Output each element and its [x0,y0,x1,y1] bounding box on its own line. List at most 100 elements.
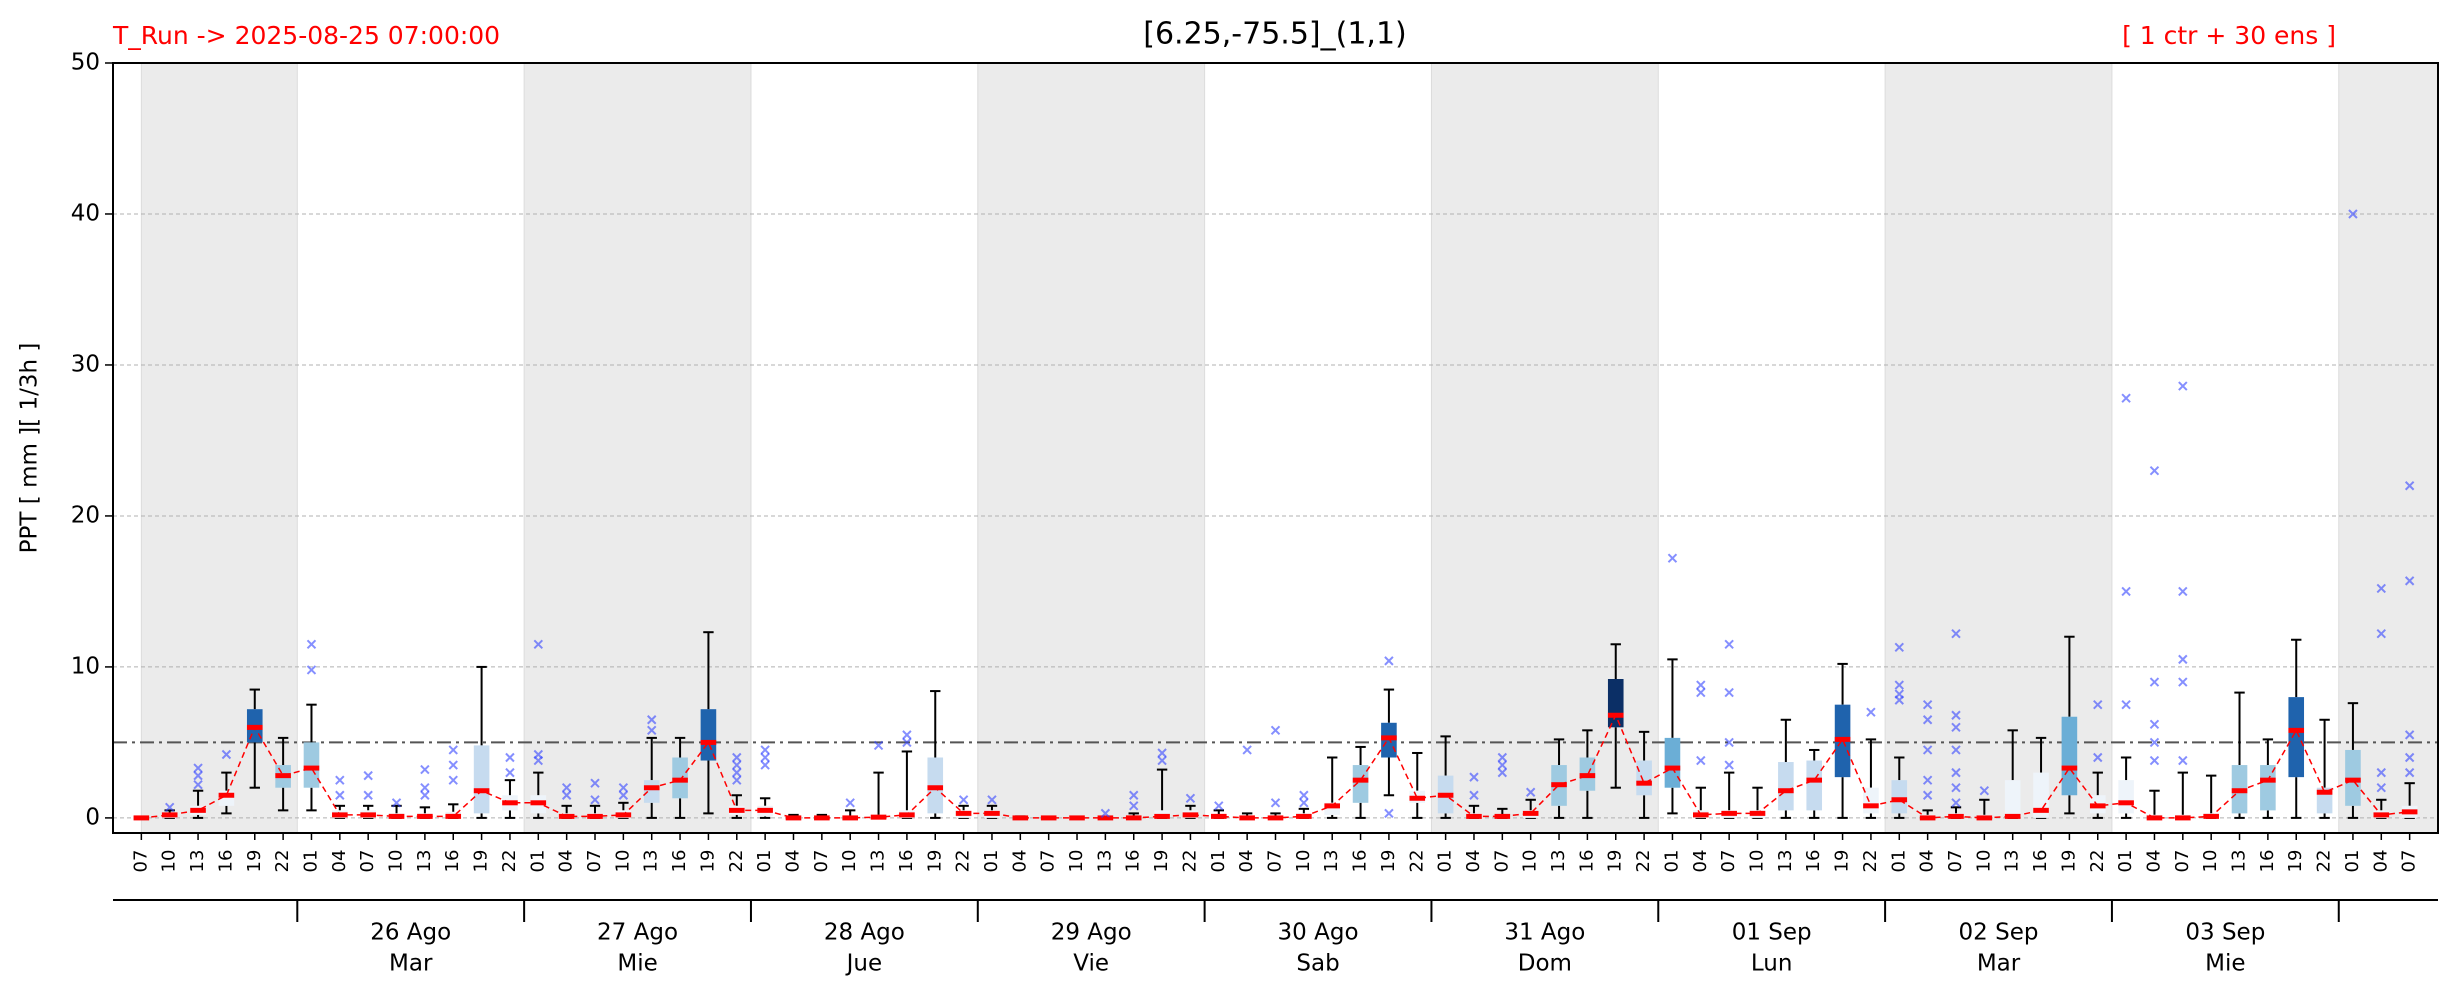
outlier [1525,787,1536,797]
box [1891,780,1908,814]
outlier [1469,772,1479,782]
outlier [420,764,430,775]
box [1636,760,1652,796]
x-tick-label: 07 [2399,850,2420,873]
outlier [1270,725,1281,736]
x-tick-label: 01 [1661,850,1682,873]
x-tick-label: 13 [868,850,889,873]
outlier [1242,745,1252,755]
outlier [1100,808,1111,819]
outlier [505,767,515,778]
y-tick-label: 50 [71,50,100,76]
outlier [1922,745,1933,755]
box [700,709,717,761]
outlier [2376,767,2386,778]
x-tick-label: 07 [1265,850,1286,873]
outlier [873,740,884,751]
outlier [2149,465,2160,476]
day-weekday: Jue [845,951,883,977]
chart-title: [6.25,-75.5]_(1,1) [1143,17,1406,52]
y-tick-label: 0 [85,804,100,830]
run-label: T_Run -> 2025-08-25 07:00:00 [112,21,500,50]
box [2260,765,2276,811]
x-tick-label: 19 [697,850,718,873]
x-tick-label: 22 [2314,850,2335,873]
outlier [2121,699,2131,710]
outlier [448,745,458,755]
day-weekday: Vie [1073,951,1109,977]
outlier [2149,755,2160,766]
outlier [533,749,544,760]
x-tick-label: 10 [1293,850,1314,873]
x-tick-label: 04 [2143,850,2164,873]
outlier [1497,767,1508,778]
x-tick-label: 19 [2058,850,2079,873]
outlier [164,802,175,813]
outlier [1922,775,1933,785]
outlier [561,782,572,793]
x-tick-label: 07 [1491,850,1512,873]
outlier [335,775,345,785]
x-tick-label: 01 [754,850,775,873]
x-tick-label: 10 [2200,850,2221,873]
outlier [647,725,657,736]
outlier [647,715,657,725]
box [643,780,660,803]
outlier [2178,381,2188,391]
x-tick-label: 16 [1803,850,1824,873]
outlier [1951,782,1961,793]
outlier [2376,628,2386,639]
outlier [1469,790,1479,800]
x-tick-label: 04 [1690,850,1711,873]
x-tick-label: 01 [527,850,548,873]
x-tick-label: 13 [2229,850,2250,873]
x-tick-label: 04 [1009,850,1030,873]
day-weekday: Mar [1977,951,2021,977]
x-tick-label: 04 [556,850,577,873]
outlier [902,737,912,748]
x-tick-label: 22 [1860,850,1881,873]
x-tick-label: 01 [300,850,321,873]
x-tick-label: 16 [896,850,917,873]
day-shade [1884,62,2113,834]
outlier [1299,790,1309,800]
x-tick-label: 07 [130,850,151,873]
x-tick-label: 22 [272,850,293,873]
x-tick-label: 01 [2115,850,2136,873]
day-date: 27 Ago [597,920,678,946]
outlier [1696,687,1706,698]
outlier [2178,677,2188,687]
outlier [1384,808,1394,819]
outlier [363,790,373,800]
day-weekday: Lun [1751,951,1793,977]
x-tick-label: 13 [1094,850,1115,873]
outlier [2149,719,2160,730]
x-tick-label: 19 [1378,850,1399,873]
x-tick-label: 19 [1832,850,1853,873]
day-weekday: Mar [389,951,433,977]
outlier [1270,798,1281,808]
outlier [1922,790,1933,800]
outlier [1951,628,1961,639]
x-tick-label: 07 [1945,850,1966,873]
box [1806,760,1823,811]
y-tick-label: 40 [71,200,100,226]
outlier [448,775,458,785]
x-tick-label: 07 [1718,850,1739,873]
outlier [1951,767,1961,778]
outlier [306,639,317,649]
outlier [1922,699,1933,710]
day-date: 28 Ago [824,920,905,946]
outlier [1696,755,1706,766]
day-date: 26 Ago [370,920,451,946]
box [1352,765,1369,803]
x-tick-label: 07 [1038,850,1059,873]
outlier [420,782,430,793]
x-tick-label: 13 [187,850,208,873]
outlier [1724,760,1734,770]
box [473,745,490,814]
x-tick-label: 10 [612,850,633,873]
outlier [561,790,572,800]
outlier [1951,722,1961,733]
